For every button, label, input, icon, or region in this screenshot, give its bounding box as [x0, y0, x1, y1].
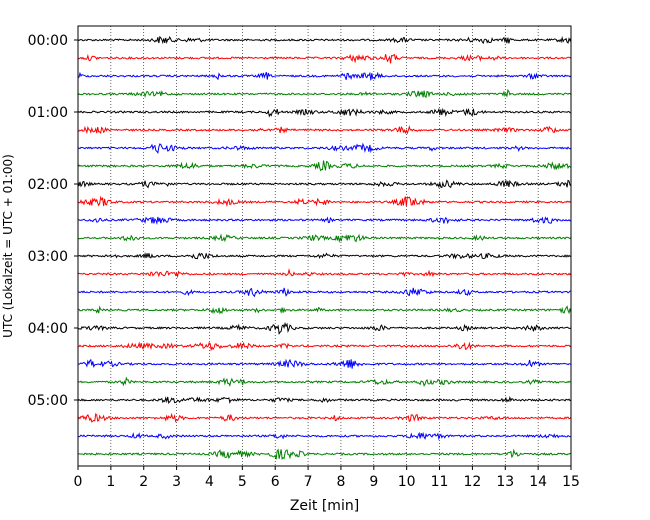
x-tick-label-10: 10: [398, 474, 416, 490]
trace-20: [77, 395, 572, 405]
x-tick-label-4: 4: [205, 474, 214, 490]
trace-8: [77, 179, 572, 189]
x-tick-label-11: 11: [431, 474, 449, 490]
seismic-traces: [77, 35, 572, 461]
y-tick-label-1: 01:00: [28, 105, 68, 121]
trace-13: [77, 268, 572, 279]
trace-21: [77, 412, 572, 423]
trace-19: [77, 376, 572, 387]
x-tick-label-9: 9: [369, 474, 378, 490]
trace-7: [77, 160, 572, 172]
x-tick-label-3: 3: [172, 474, 181, 490]
trace-22: [77, 431, 572, 441]
trace-0: [77, 35, 572, 45]
y-tick-label-5: 05:00: [28, 393, 68, 409]
trace-4: [77, 107, 572, 118]
trace-14: [77, 287, 572, 298]
x-tick-label-6: 6: [271, 474, 280, 490]
trace-5: [77, 125, 572, 135]
trace-6: [77, 142, 572, 154]
y-tick-label-4: 04:00: [28, 321, 68, 337]
x-tick-label-1: 1: [106, 474, 115, 490]
trace-1: [77, 53, 572, 64]
trace-18: [77, 358, 572, 369]
y-tick-label-2: 02:00: [28, 177, 68, 193]
trace-3: [77, 88, 572, 99]
trace-17: [77, 341, 572, 352]
x-tick-label-15: 15: [562, 474, 580, 490]
trace-12: [77, 251, 572, 260]
trace-9: [77, 195, 572, 207]
plot-area-background: [78, 26, 571, 466]
y-tick-label-0: 00:00: [28, 33, 68, 49]
y-axis-label: UTC (Lokalzeit = UTC + 01:00): [1, 154, 15, 338]
x-tick-label-7: 7: [304, 474, 313, 490]
x-axis-ticks: 0 1 2 3 4 5 6 7 8 9 10 11 12 13 14 15: [74, 466, 580, 490]
trace-10: [77, 216, 572, 226]
x-tick-label-13: 13: [496, 474, 514, 490]
x-tick-label-8: 8: [336, 474, 345, 490]
y-tick-label-3: 03:00: [28, 249, 68, 265]
plot-frame: [77, 25, 572, 467]
x-axis-label: Zeit [min]: [290, 498, 359, 514]
x-tick-label-2: 2: [139, 474, 148, 490]
trace-23: [77, 448, 572, 461]
trace-11: [77, 233, 572, 243]
trace-15: [77, 305, 572, 315]
x-tick-label-5: 5: [238, 474, 247, 490]
trace-16: [77, 321, 572, 336]
x-tick-label-12: 12: [463, 474, 481, 490]
x-tick-label-0: 0: [74, 474, 83, 490]
vertical-gridlines: [110, 26, 539, 466]
y-axis-ticks: 00:00 01:00 02:00 03:00 04:00 05:00: [28, 33, 78, 409]
trace-2: [77, 71, 572, 81]
x-tick-label-14: 14: [529, 474, 547, 490]
